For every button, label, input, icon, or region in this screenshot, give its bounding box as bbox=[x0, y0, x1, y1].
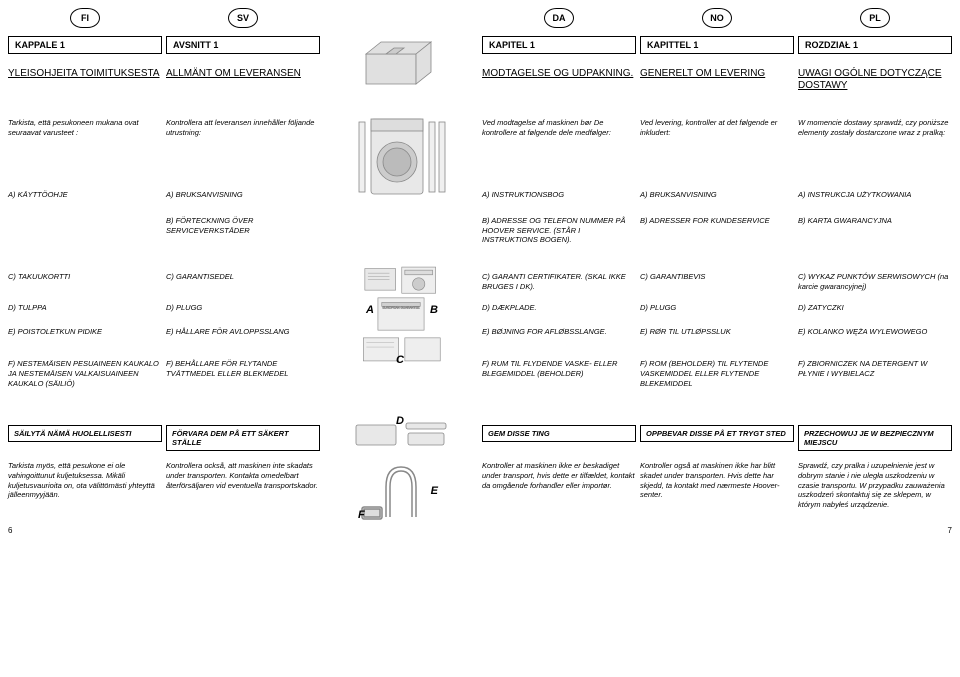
item-c: C) GARANTI CERTIFIKATER. (SKAL IKKE BRUG… bbox=[482, 272, 636, 292]
letter-f: F bbox=[358, 509, 365, 521]
keep-safe-box: FÖRVARA DEM PÅ ETT SÄKERT STÄLLE bbox=[166, 425, 320, 451]
item-c: C) GARANTISEDEL bbox=[166, 272, 320, 282]
damage-text: Kontrollera också, att maskinen inte ska… bbox=[166, 461, 320, 490]
damage-text: Tarkista myös, että pesukone ei ole vahi… bbox=[8, 461, 162, 500]
chapter-label: KAPITTEL 1 bbox=[640, 36, 794, 54]
item-b: B) KARTA GWARANCYJNA bbox=[798, 216, 952, 226]
item-d: D) PLUGG bbox=[166, 303, 320, 313]
letter-d: D bbox=[396, 415, 404, 427]
item-e: E) BØJNING FOR AFLØBSSLANGE. bbox=[482, 327, 636, 337]
plug-container-icon: D bbox=[346, 419, 456, 449]
item-d: D) DÆKPLADE. bbox=[482, 303, 636, 313]
documents-icon: EUROPEAN GUARANTEE A B C bbox=[346, 264, 456, 364]
lang-badge: NO bbox=[702, 8, 732, 28]
chapter-label: AVSNITT 1 bbox=[166, 36, 320, 54]
item-a: A) INSTRUKTIONSBOG bbox=[482, 190, 636, 200]
item-f: F) BEHÅLLARE FÖR FLYTANDE TVÄTTMEDEL ELL… bbox=[166, 359, 320, 379]
keep-safe-box: OPPBEVAR DISSE PÅ ET TRYGT STED bbox=[640, 425, 794, 442]
hose-hook-icon: F E bbox=[356, 457, 446, 527]
page-number: 6 bbox=[8, 526, 12, 535]
keep-safe-box: GEM DISSE TING bbox=[482, 425, 636, 442]
letter-c: C bbox=[396, 354, 404, 366]
damage-text: Sprawdź, czy pralka i uzupełnienie jest … bbox=[798, 461, 952, 510]
item-f: F) ZBIORNICZEK NA DETERGENT W PŁYNIE I W… bbox=[798, 359, 952, 379]
letter-b: B bbox=[430, 304, 438, 316]
intro-text: Kontrollera att leveransen innehåller fö… bbox=[166, 118, 320, 138]
item-c: C) GARANTIBEVIS bbox=[640, 272, 794, 282]
lang-badge: PL bbox=[860, 8, 890, 28]
item-e: E) POISTOLETKUN PIDIKE bbox=[8, 327, 162, 337]
chapter-label: ROZDZIAŁ 1 bbox=[798, 36, 952, 54]
letter-e: E bbox=[431, 485, 438, 497]
item-f: F) ROM (BEHOLDER) TIL FLYTENDE VASKEMIDD… bbox=[640, 359, 794, 388]
page-number: 7 bbox=[948, 526, 952, 535]
item-f: F) RUM TIL FLYDENDE VASKE- ELLER BLEGEMI… bbox=[482, 359, 636, 379]
section-title: ALLMÄNT OM LEVERANSEN bbox=[166, 68, 320, 80]
intro-text: Tarkista, että pesukoneen mukana ovat se… bbox=[8, 118, 162, 138]
item-a: A) BRUKSANVISNING bbox=[640, 190, 794, 200]
keep-safe-box: SÄILYTÄ NÄMÄ HUOLELLISESTI bbox=[8, 425, 162, 442]
letter-a: A bbox=[366, 304, 374, 316]
item-a: A) INSTRUKCJA UŻYTKOWANIA bbox=[798, 190, 952, 200]
damage-text: Kontroller at maskinen ikke er beskadige… bbox=[482, 461, 636, 490]
keep-safe-box: PRZECHOWUJ JE W BEZPIECZNYM MIEJSCU bbox=[798, 425, 952, 451]
intro-text: W momencie dostawy sprawdź, czy poniższe… bbox=[798, 118, 952, 138]
item-b: B) ADRESSER FOR KUNDESERVICE bbox=[640, 216, 794, 226]
item-a: A) KÄYTTÖOHJE bbox=[8, 190, 162, 200]
lang-badge: DA bbox=[544, 8, 574, 28]
chapter-label: KAPITEL 1 bbox=[482, 36, 636, 54]
damage-text: Kontroller også at maskinen ikke har bli… bbox=[640, 461, 794, 500]
item-d: D) ZATYCZKI bbox=[798, 303, 952, 313]
item-e: E) RØR TIL UTLØPSSLUK bbox=[640, 327, 794, 337]
svg-text:EUROPEAN GUARANTEE: EUROPEAN GUARANTEE bbox=[382, 306, 419, 310]
lang-badge: FI bbox=[70, 8, 100, 28]
item-c: C) TAKUUKORTTI bbox=[8, 272, 162, 282]
item-d: D) TULPPA bbox=[8, 303, 162, 313]
intro-text: Ved modtagelse af maskinen bør De kontro… bbox=[482, 118, 636, 138]
item-e: E) HÅLLARE FÖR AVLOPPSSLANG bbox=[166, 327, 320, 337]
item-c: C) WYKAZ PUNKTÓW SERWISOWYCH (na karcie … bbox=[798, 272, 952, 292]
item-d: D) PLUGG bbox=[640, 303, 794, 313]
section-title: MODTAGELSE OG UDPAKNING. bbox=[482, 68, 636, 80]
washing-machine-icon bbox=[351, 114, 451, 199]
chapter-label: KAPPALE 1 bbox=[8, 36, 162, 54]
item-b: B) ADRESSE OG TELEFON NUMMER PÅ HOOVER S… bbox=[482, 216, 636, 245]
intro-text: Ved levering, kontroller at det følgende… bbox=[640, 118, 794, 138]
item-e: E) KOLANKO WĘŻA WYLEWOWEGO bbox=[798, 327, 952, 337]
lang-badge: SV bbox=[228, 8, 258, 28]
section-title: GENERELT OM LEVERING bbox=[640, 68, 794, 80]
item-b: B) FÖRTECKNING ÖVER SERVICEVERKSTÄDER bbox=[166, 216, 320, 236]
item-f: F) NESTEMÄISEN PESUAINEEN KAUKALO JA NES… bbox=[8, 359, 162, 388]
item-a: A) BRUKSANVISNING bbox=[166, 190, 320, 200]
manual-spread: FI SV DA NO PL KAPPALE 1 AVSNITT 1 KAPIT… bbox=[8, 8, 952, 535]
section-title: UWAGI OGÓLNE DOTYCZĄCE DOSTAWY bbox=[798, 68, 952, 92]
package-box-icon bbox=[356, 36, 446, 86]
section-title: YLEISOHJEITA TOIMITUKSESTA bbox=[8, 68, 162, 80]
